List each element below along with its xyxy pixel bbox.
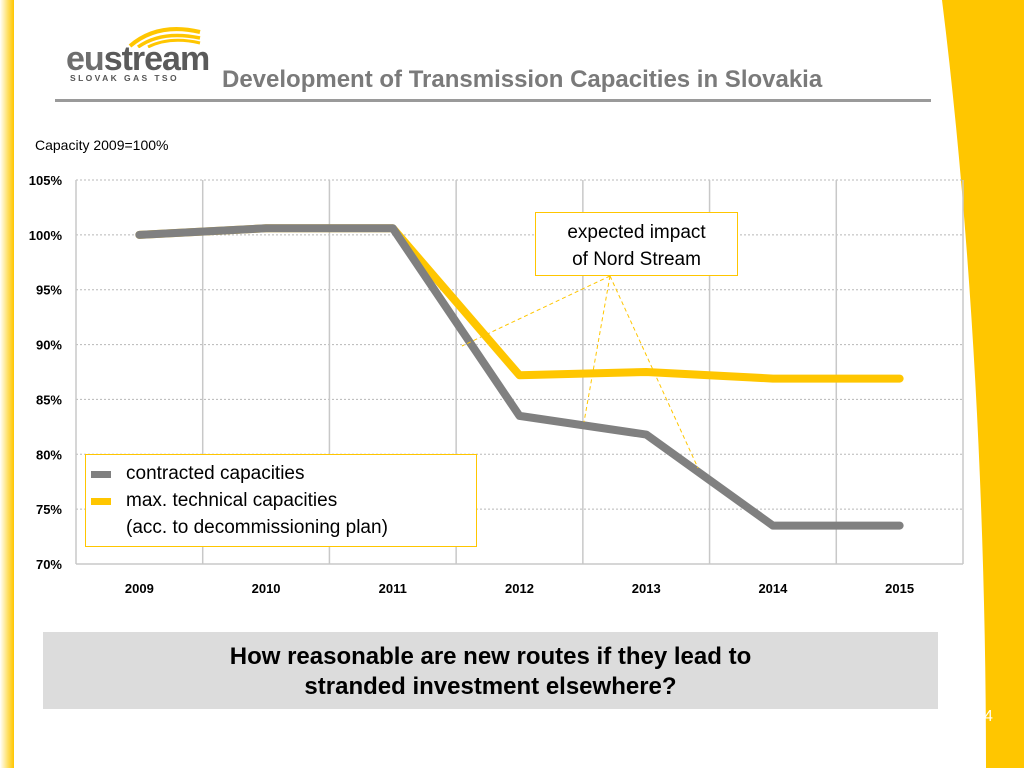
x-axis-ticks: 2009 2010 2011 2012 2013 2014 2015 [125, 581, 914, 596]
page-number: 4 [984, 708, 993, 725]
logo-tagline: SLOVAK GAS TSO [70, 73, 180, 83]
callout-leader-lines [461, 275, 699, 469]
y-tick-label: 105% [29, 173, 63, 188]
legend-label-contracted: contracted capacities [126, 463, 305, 484]
legend-label-technical-note: (acc. to decommissioning plan) [126, 517, 388, 538]
legend-swatch-yellow [91, 498, 111, 505]
x-tick-label: 2012 [505, 581, 534, 596]
x-tick-label: 2009 [125, 581, 154, 596]
question-line-1: How reasonable are new routes if they le… [229, 643, 752, 670]
logo-word-stream: stream [103, 40, 211, 78]
title-divider [55, 99, 931, 102]
legend-label-technical: max. technical capacities [126, 490, 338, 511]
logo-wordmark: eustream [66, 40, 211, 78]
x-tick-label: 2011 [379, 581, 407, 596]
y-tick-label: 100% [29, 228, 63, 243]
y-axis-ticks: 105% 100% 95% 90% 85% 80% 75% 70% [29, 173, 63, 572]
chart-legend: contracted capacities max. technical cap… [85, 454, 477, 547]
y-tick-label: 75% [36, 502, 62, 517]
series-line [135, 224, 904, 383]
callout-line-1: expected impact [567, 222, 706, 243]
question-banner: How reasonable are new routes if they le… [43, 632, 938, 709]
chart-note: Capacity 2009=100% [35, 137, 169, 153]
logo-sun-arcs-icon [128, 27, 201, 48]
x-tick-label: 2014 [758, 581, 788, 596]
slide-title: Development of Transmission Capacities i… [222, 66, 823, 93]
chart-series [135, 224, 904, 530]
x-tick-label: 2015 [885, 581, 914, 596]
left-accent-stripe [0, 0, 14, 768]
y-tick-label: 80% [36, 447, 62, 462]
series-line [135, 224, 904, 530]
legend-swatch-gray [91, 471, 111, 478]
y-tick-label: 90% [36, 338, 62, 353]
nord-stream-callout: expected impact of Nord Stream [535, 212, 738, 276]
eustream-logo: eustream SLOVAK GAS TSO [66, 26, 211, 86]
logo-word-eu: eu [66, 40, 105, 78]
x-tick-label: 2013 [632, 581, 661, 596]
y-tick-label: 70% [36, 557, 62, 572]
y-tick-label: 85% [36, 392, 62, 407]
x-tick-label: 2010 [252, 581, 281, 596]
question-line-2: stranded investment elsewhere? [304, 673, 677, 700]
y-tick-label: 95% [36, 283, 62, 298]
callout-line-2: of Nord Stream [572, 249, 701, 270]
